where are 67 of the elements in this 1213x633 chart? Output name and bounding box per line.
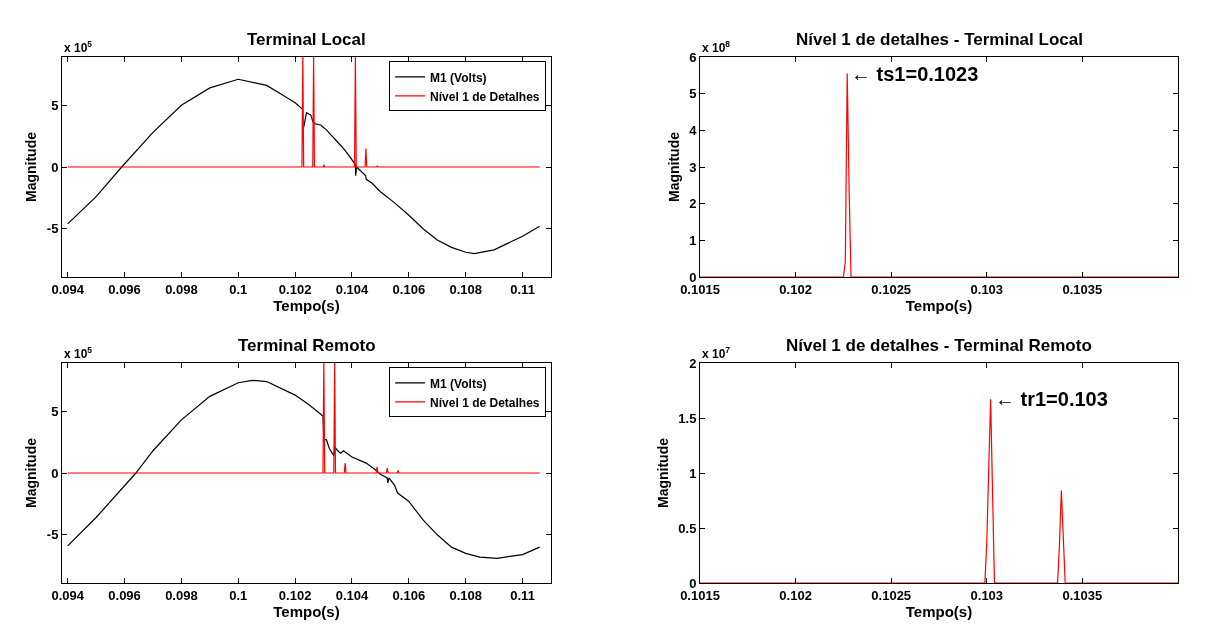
legend-label: M1 (Volts)	[430, 376, 487, 391]
x-axis-title: Tempo(s)	[273, 296, 340, 314]
x-tick-label: 0.102	[779, 587, 812, 603]
x-tick-label: 0.102	[278, 587, 312, 603]
chart-title: Nível 1 de detalhes - Terminal Local	[796, 30, 1083, 49]
legend-label: M1 (Volts)	[430, 70, 487, 85]
y-axis-title: Magnitude	[665, 131, 682, 202]
x-tick-label: 0.106	[392, 281, 426, 297]
y-tick-label: -5	[46, 527, 59, 543]
y-tick-label: 1	[689, 465, 697, 481]
text: x 10$^{8}$	[702, 39, 731, 56]
text: x 10$^{7}$	[702, 345, 731, 362]
chart-title: Terminal Local	[247, 30, 366, 49]
line-series	[67, 379, 541, 559]
x-tick-label: 0.098	[165, 587, 198, 603]
x-tick-label: 0.11	[510, 587, 535, 603]
y-axis-title: Magnitude	[23, 437, 40, 508]
x-axis-title: Tempo(s)	[273, 602, 340, 620]
chart-title: Nível 1 de detalhes - Terminal Remoto	[786, 336, 1092, 355]
x-tick-label: 0.098	[165, 281, 198, 297]
y-tick-label: 0	[51, 159, 59, 175]
x-tick-label: 0.1035	[1062, 587, 1103, 603]
y-tick-label: 1.5	[678, 410, 697, 426]
x-tick-label: 0.1	[229, 281, 248, 297]
x-tick-label: 0.103	[970, 281, 1004, 297]
x-tick-label: 0.096	[108, 281, 141, 297]
x-tick-label: 0.1025	[871, 587, 912, 603]
x-tick-label: 0.094	[51, 587, 85, 603]
legend-label: Nível 1 de Detalhes	[430, 89, 540, 104]
text: x 10$^{5}$	[64, 39, 93, 56]
x-tick-label: 0.11	[510, 281, 535, 297]
x-tick-label: 0.106	[392, 587, 426, 603]
y-tick-label: 1	[689, 232, 697, 248]
annotation: ← ts1=0.1023	[851, 63, 979, 85]
x-axis-title: Tempo(s)	[905, 602, 973, 620]
y-axis-title: Magnitude	[23, 131, 40, 202]
y-tick-label: -5	[46, 221, 59, 237]
chart-title: Terminal Remoto	[238, 336, 376, 355]
annotation: ← tr1=0.103	[995, 388, 1108, 410]
y-tick-label: 3	[689, 159, 697, 175]
y-tick-label: 5	[51, 403, 59, 419]
line-series	[67, 363, 541, 474]
y-tick-label: 0.5	[678, 520, 697, 536]
x-axis-title: Tempo(s)	[905, 296, 973, 314]
y-tick-label: 5	[689, 86, 697, 102]
y-tick-label: 6	[689, 49, 697, 65]
y-tick-label: 5	[51, 97, 59, 113]
x-tick-label: 0.1035	[1062, 281, 1103, 297]
x-tick-label: 0.103	[970, 587, 1004, 603]
y-axis-title: Magnitude	[654, 437, 671, 508]
y-tick-label: 4	[689, 122, 698, 138]
x-tick-label: 0.104	[335, 281, 370, 297]
x-tick-label: 0.104	[335, 587, 370, 603]
x-tick-label: 0.108	[449, 587, 482, 603]
x-tick-label: 0.094	[51, 281, 85, 297]
x-tick-label: 0.108	[449, 281, 482, 297]
x-tick-label: 0.102	[779, 281, 812, 297]
legend-label: Nível 1 de Detalhes	[430, 395, 540, 410]
y-tick-label: 2	[689, 196, 697, 212]
text: x 10$^{5}$	[64, 345, 93, 362]
x-tick-label: 0.096	[108, 587, 141, 603]
y-tick-label: 0	[51, 465, 59, 481]
x-tick-label: 0.1	[229, 587, 248, 603]
y-tick-label: 2	[689, 355, 697, 371]
line-series	[67, 57, 541, 168]
x-tick-label: 0.1025	[871, 281, 912, 297]
x-tick-label: 0.102	[278, 281, 312, 297]
